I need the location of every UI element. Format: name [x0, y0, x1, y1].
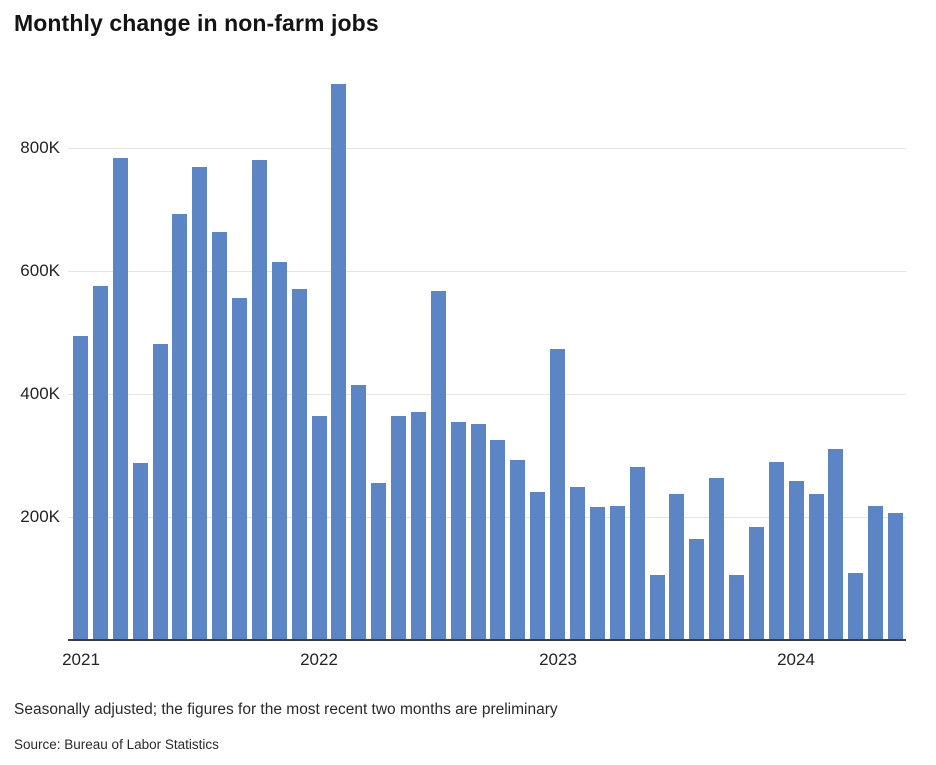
bar-aug-2022 [450, 422, 466, 640]
bar-apr-2024 [848, 573, 864, 640]
bar-mar-2022 [351, 385, 367, 640]
y-tick-label-800k: 800K [20, 138, 60, 157]
x-axis-line [68, 639, 906, 641]
bar-mar-2021 [112, 158, 128, 640]
source-note: Source: Bureau of Labor Statistics [14, 737, 219, 752]
chart-title: Monthly change in non-farm jobs [14, 10, 379, 36]
x-tick-label-2023: 2023 [539, 650, 577, 669]
bar-jan-2024 [788, 481, 804, 640]
x-tick-label-2022: 2022 [300, 650, 338, 669]
gridline-200k [68, 517, 906, 518]
bar-may-2022 [391, 416, 407, 640]
bar-apr-2023 [609, 506, 625, 640]
bar-jan-2023 [550, 349, 566, 640]
gridline-800k [68, 148, 906, 149]
y-tick-label-200k: 200K [20, 507, 60, 526]
bar-oct-2022 [490, 440, 506, 640]
bar-dec-2022 [530, 492, 546, 640]
bar-jun-2022 [410, 412, 426, 640]
bar-oct-2023 [729, 575, 745, 640]
bar-jun-2023 [649, 575, 665, 640]
bar-feb-2022 [331, 84, 347, 640]
bar-may-2023 [629, 467, 645, 640]
bar-nov-2022 [510, 460, 526, 640]
bar-feb-2024 [808, 494, 824, 640]
bar-may-2024 [868, 506, 884, 640]
bar-feb-2023 [570, 487, 585, 640]
footnote: Seasonally adjusted; the figures for the… [14, 701, 558, 718]
bar-apr-2022 [371, 483, 387, 640]
bar-sep-2023 [709, 478, 725, 640]
bar-nov-2021 [271, 262, 287, 640]
bar-jul-2023 [669, 494, 685, 640]
bar-dec-2023 [768, 462, 784, 640]
bar-sep-2022 [470, 424, 486, 640]
gridline-600k [68, 271, 906, 272]
bar-jun-2024 [888, 513, 904, 640]
bar-jul-2021 [192, 167, 208, 640]
bar-aug-2021 [212, 232, 228, 640]
y-tick-label-400k: 400K [20, 384, 60, 403]
bar-nov-2023 [748, 527, 764, 640]
bar-dec-2021 [291, 289, 307, 640]
bar-oct-2021 [251, 160, 267, 640]
bar-mar-2023 [589, 507, 605, 640]
bar-sep-2021 [232, 298, 248, 640]
bar-jan-2021 [73, 336, 88, 640]
bar-feb-2021 [92, 286, 108, 640]
gridline-400k [68, 394, 906, 395]
bar-may-2021 [152, 344, 168, 640]
y-tick-label-600k: 600K [20, 261, 60, 280]
bar-aug-2023 [689, 539, 705, 640]
x-tick-label-2021: 2021 [62, 650, 100, 669]
x-tick-label-2024: 2024 [777, 650, 815, 669]
bar-jan-2022 [311, 416, 327, 640]
bar-apr-2021 [132, 463, 148, 640]
bar-jun-2021 [172, 214, 188, 640]
bar-mar-2024 [828, 449, 844, 640]
bar-jul-2022 [430, 291, 446, 640]
